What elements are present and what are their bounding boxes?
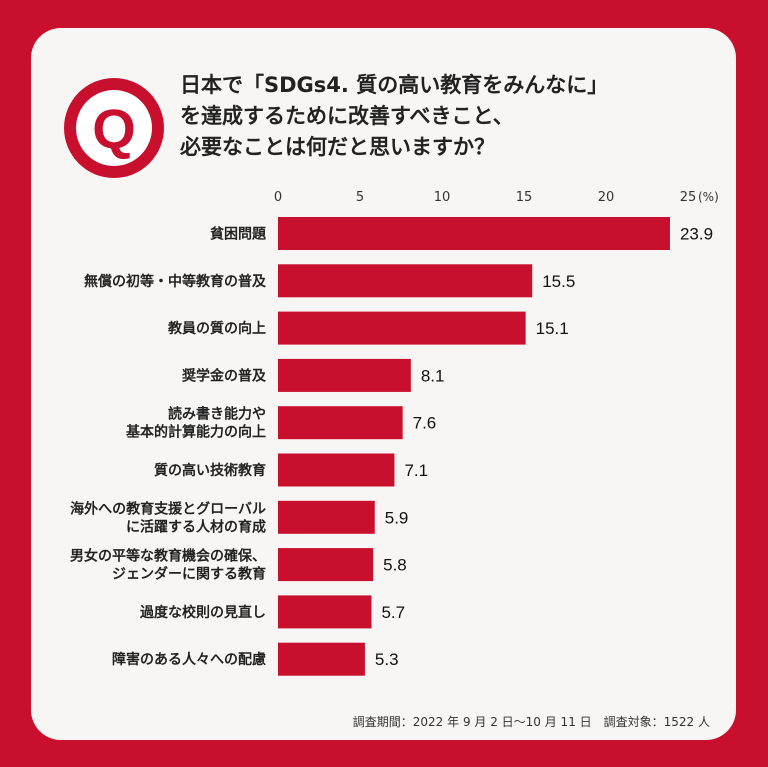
bar xyxy=(278,358,411,392)
x-tick-label: 0 xyxy=(274,190,282,205)
x-tick-label: 10 xyxy=(434,190,451,205)
question-title: 日本で「SDGs4. 質の高い教育をみんなに」 を達成するために改善すべきこと、… xyxy=(180,70,740,163)
bar-value-label: 5.8 xyxy=(383,556,407,575)
x-tick-label: 5 xyxy=(356,190,364,205)
bar-value-label: 8.1 xyxy=(421,366,445,385)
category-label: 障害のある人々への配慮 xyxy=(112,651,266,668)
bar xyxy=(278,595,372,629)
category-label: に活躍する人材の育成 xyxy=(126,518,266,535)
question-line-1: 日本で「SDGs4. 質の高い教育をみんなに」 xyxy=(180,73,609,97)
category-label: 読み書き能力や xyxy=(168,406,266,423)
category-label: 貧困問題 xyxy=(210,226,267,243)
bar-value-label: 5.9 xyxy=(385,508,409,527)
x-tick-label: 20 xyxy=(598,190,615,205)
question-line-2: を達成するために改善すべきこと、 xyxy=(180,104,514,128)
category-label: 質の高い技術教育 xyxy=(154,462,266,479)
bar-value-label: 23.9 xyxy=(680,225,713,244)
category-label: 男女の平等な教育機会の確保、 xyxy=(70,548,266,565)
bar xyxy=(278,642,365,676)
q-badge-icon: Q xyxy=(64,78,164,178)
bar-value-label: 5.3 xyxy=(375,650,399,669)
x-tick-label: 25 xyxy=(680,190,697,205)
category-label: 過度な校則の見直し xyxy=(139,604,266,621)
survey-footnote: 調査期間：2022 年 9 月 2 日〜10 月 11 日 調査対象：1522 … xyxy=(352,715,710,729)
bar-value-label: 5.7 xyxy=(381,603,405,622)
bar-value-label: 15.5 xyxy=(542,272,575,291)
bar xyxy=(278,311,526,345)
x-tick-label: 15 xyxy=(516,190,533,205)
category-label: 教員の質の向上 xyxy=(168,320,266,337)
category-label: 海外への教育支援とグローバル xyxy=(70,500,266,517)
bar-value-label: 7.6 xyxy=(413,414,437,433)
x-unit-label: (%) xyxy=(698,190,719,204)
category-label: ジェンダーに関する教育 xyxy=(112,566,266,583)
q-badge-letter: Q xyxy=(76,90,152,166)
question-line-3: 必要なことは何だと思いますか？ xyxy=(180,135,495,159)
bar-value-label: 15.1 xyxy=(536,319,569,338)
category-label: 奨学金の普及 xyxy=(182,367,267,384)
category-label: 無償の初等・中等教育の普及 xyxy=(84,273,267,290)
bar-value-label: 7.1 xyxy=(404,461,428,480)
bar xyxy=(278,406,403,440)
bar xyxy=(278,453,395,487)
bar xyxy=(278,217,670,250)
bar xyxy=(278,264,533,298)
bar xyxy=(278,548,374,582)
bar xyxy=(278,500,375,534)
category-label: 基本的計算能力の向上 xyxy=(126,424,266,441)
